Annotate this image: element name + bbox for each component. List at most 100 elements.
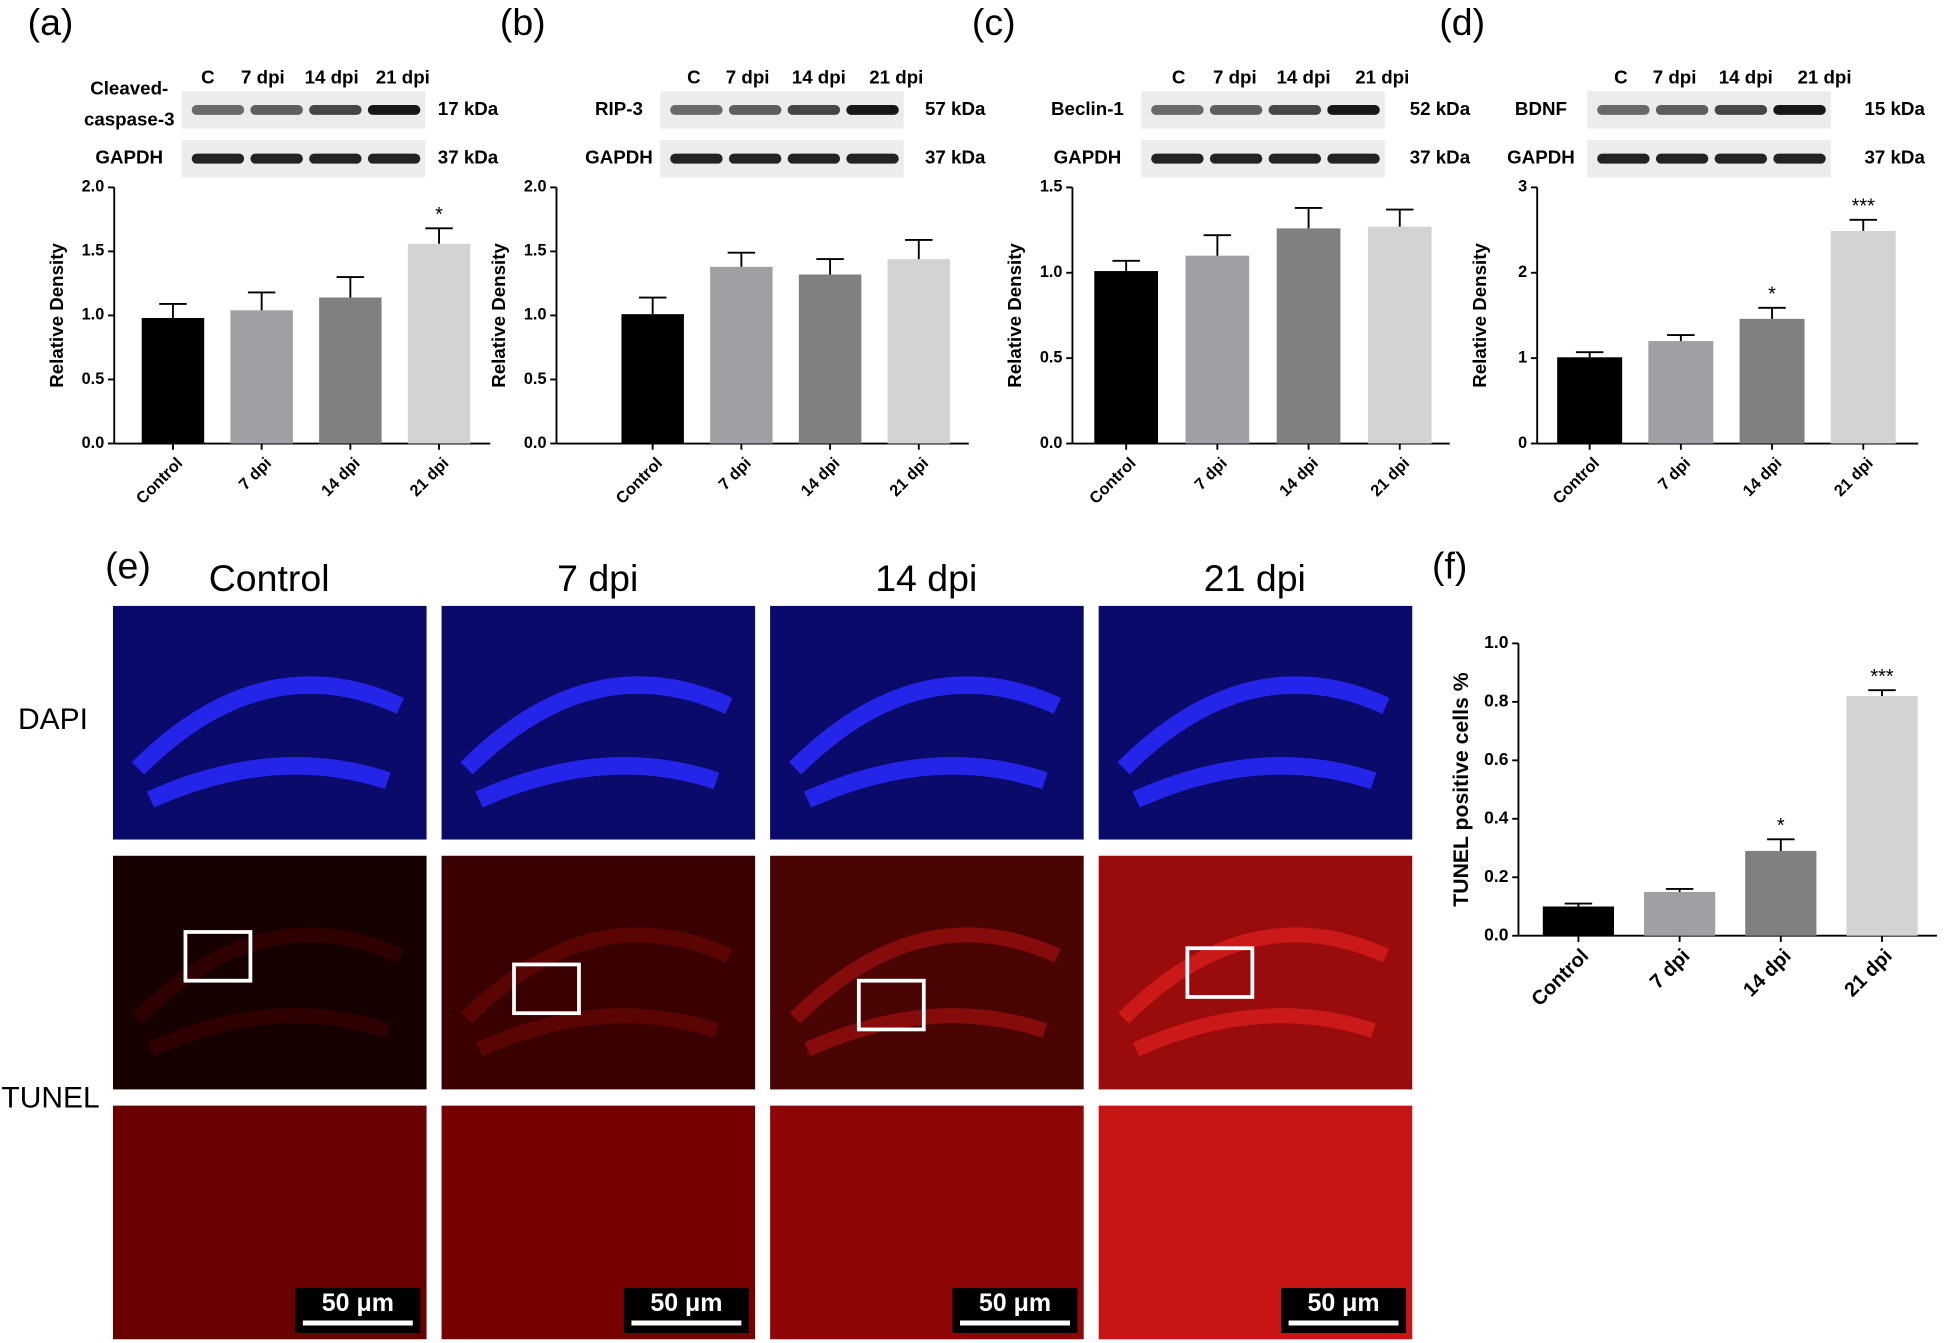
y-tick-label: 0 bbox=[1518, 434, 1527, 452]
y-tick-label: 0.0 bbox=[1484, 924, 1508, 944]
y-tick-label: 0.0 bbox=[82, 434, 105, 452]
x-tick-label: 14 dpi bbox=[1740, 454, 1786, 500]
x-tick-label: 21 dpi bbox=[1840, 945, 1896, 1001]
x-tick-label: Control bbox=[133, 454, 187, 508]
panel-label: (d) bbox=[1439, 1, 1485, 43]
y-tick-label: 3 bbox=[1518, 178, 1527, 196]
tunel-image bbox=[770, 855, 1084, 1090]
column-label: 14 dpi bbox=[875, 557, 977, 599]
error-bar bbox=[1868, 689, 1896, 697]
tunel-structure bbox=[132, 927, 404, 1057]
size-label: 37 kDa bbox=[438, 147, 499, 168]
error-bar bbox=[905, 238, 933, 260]
x-tick-label: Control bbox=[1086, 454, 1140, 508]
size-label: 37 kDa bbox=[925, 147, 986, 168]
roi-box bbox=[1185, 946, 1255, 999]
lane-label: 14 dpi bbox=[1277, 67, 1331, 88]
bar bbox=[887, 259, 951, 444]
lane-label: 7 dpi bbox=[726, 67, 770, 88]
blot-band bbox=[191, 104, 245, 115]
blot-band bbox=[846, 104, 899, 115]
panel-label: (a) bbox=[28, 1, 74, 43]
error-bar bbox=[1203, 234, 1232, 256]
bar bbox=[1276, 228, 1341, 444]
error-bar bbox=[727, 251, 756, 267]
x-tick-label: Control bbox=[1549, 454, 1603, 508]
x-tick-label: 21 dpi bbox=[1831, 454, 1877, 500]
lane-label: 7 dpi bbox=[241, 67, 285, 88]
y-tick-label: 0.5 bbox=[82, 370, 105, 388]
blot-band bbox=[1714, 104, 1768, 115]
blot-band bbox=[787, 104, 841, 115]
protein-label: GAPDH bbox=[1054, 147, 1122, 168]
bar bbox=[319, 297, 382, 444]
x-tick-label: 21 dpi bbox=[1367, 454, 1413, 500]
significance: * bbox=[1777, 815, 1785, 837]
lane-label: 7 dpi bbox=[1653, 67, 1697, 88]
blot-band bbox=[1151, 104, 1204, 115]
lane-label: 14 dpi bbox=[792, 67, 846, 88]
blot-band bbox=[1714, 153, 1768, 164]
y-tick-label: 2 bbox=[1518, 263, 1527, 281]
tunel-structure bbox=[1118, 927, 1390, 1057]
roi-box bbox=[183, 930, 253, 983]
panel-label: (e) bbox=[105, 544, 151, 586]
x-tick-label: 7 dpi bbox=[1655, 454, 1695, 494]
blot-band bbox=[367, 104, 421, 115]
roi-box bbox=[512, 962, 581, 1016]
blot-band bbox=[787, 153, 841, 164]
bar bbox=[1830, 230, 1896, 444]
dapi-structure bbox=[788, 676, 1062, 808]
error-bar bbox=[1849, 218, 1877, 231]
blot-band bbox=[1151, 153, 1204, 164]
error-bar bbox=[638, 296, 667, 315]
y-tick-label: 1.0 bbox=[524, 306, 547, 324]
size-label: 37 kDa bbox=[1410, 147, 1471, 168]
lane-label: 21 dpi bbox=[869, 67, 923, 88]
y-tick-label: 0.0 bbox=[524, 434, 547, 452]
lane-label: C bbox=[687, 67, 701, 88]
protein-label: Beclin-1 bbox=[1051, 98, 1124, 119]
blot-band bbox=[309, 104, 362, 115]
lane-label: 21 dpi bbox=[376, 67, 430, 88]
scale-bar-label: 50 μm bbox=[979, 1289, 1051, 1317]
tunel-image bbox=[441, 855, 756, 1090]
y-tick-label: 0.5 bbox=[1040, 348, 1063, 366]
roi-box bbox=[856, 978, 926, 1032]
blot-band bbox=[1597, 153, 1650, 164]
error-bar bbox=[816, 258, 844, 275]
error-bar bbox=[1112, 259, 1140, 272]
blot-band bbox=[191, 153, 245, 164]
blot-band bbox=[728, 104, 782, 115]
y-tick-label: 0.8 bbox=[1484, 690, 1509, 710]
blot-band bbox=[250, 104, 303, 115]
y-tick-label: 0.4 bbox=[1484, 807, 1509, 827]
blot-band bbox=[846, 153, 899, 164]
blot-band bbox=[1327, 153, 1380, 164]
bar bbox=[230, 310, 293, 444]
dapi-structure bbox=[131, 676, 404, 808]
y-tick-label: 1.5 bbox=[524, 242, 547, 260]
bar bbox=[1557, 357, 1623, 444]
row-label: DAPI bbox=[18, 703, 88, 736]
error-bar bbox=[1665, 888, 1694, 892]
y-tick-label: 1.0 bbox=[82, 306, 105, 324]
y-tick-label: 2.0 bbox=[82, 178, 105, 196]
protein-label: Cleaved- bbox=[90, 77, 168, 98]
x-tick-label: 7 dpi bbox=[1191, 454, 1231, 494]
blot-band bbox=[1268, 153, 1322, 164]
protein-label: RIP-3 bbox=[595, 98, 643, 119]
tunel-structure bbox=[461, 927, 732, 1057]
blot-band bbox=[309, 153, 362, 164]
blot-band bbox=[1209, 104, 1263, 115]
tunel-image bbox=[1098, 855, 1413, 1090]
row-label: TUNEL bbox=[1, 1081, 99, 1114]
panel-label: (f) bbox=[1432, 544, 1467, 586]
error-bar bbox=[1667, 334, 1695, 342]
y-tick-label: 0.5 bbox=[524, 370, 547, 388]
bar bbox=[407, 243, 471, 444]
size-label: 57 kDa bbox=[925, 98, 986, 119]
y-axis-label: Relative Density bbox=[1004, 243, 1025, 388]
